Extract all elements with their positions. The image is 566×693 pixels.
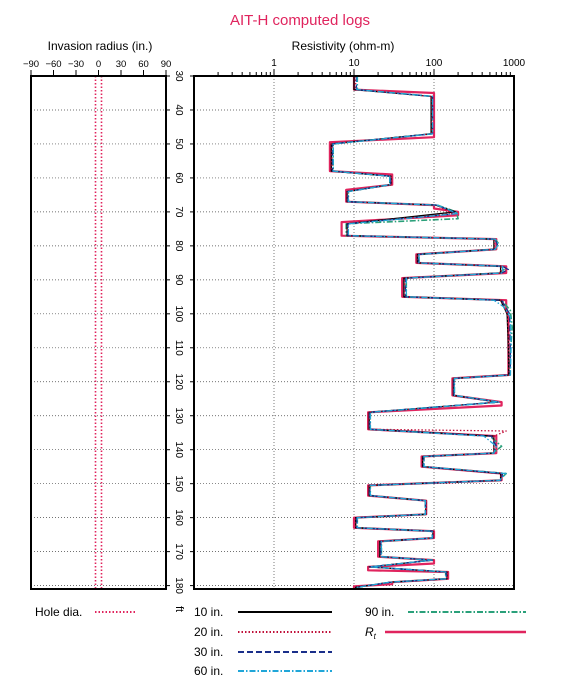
legend-label: 60 in.	[194, 664, 223, 678]
legend-item: 20 in.	[194, 625, 332, 639]
resistivity-plot-frame	[193, 75, 515, 590]
depth-tick-label: 180	[173, 577, 184, 594]
legend-item: 60 in.	[194, 664, 332, 678]
legend-item: 30 in.	[194, 645, 332, 659]
legend-label: 20 in.	[194, 625, 223, 639]
x-tick-label: 60	[138, 59, 149, 70]
legend-label: 10 in.	[194, 605, 223, 619]
invasion-radius-series	[94, 76, 103, 589]
depth-tick-label: 60	[173, 172, 184, 184]
x-tick-label: 90	[161, 59, 172, 70]
depth-tick-label: 110	[173, 340, 184, 356]
depth-tick-label: 80	[173, 240, 184, 252]
series-10-in-line	[330, 76, 510, 589]
x-tick-label: 1000	[503, 58, 526, 69]
depth-tick-label: 170	[173, 543, 184, 560]
series-60-in-line	[332, 76, 512, 589]
depth-tick-label: 120	[173, 373, 184, 390]
x-tick-label: 1	[271, 58, 277, 69]
x-tick-label: −60	[45, 59, 61, 70]
invasion-radius-plot-frame	[30, 75, 167, 590]
invasion-radius-grid	[31, 75, 166, 586]
depth-tick-label: 140	[173, 441, 184, 458]
legend-item: Rt	[365, 625, 526, 641]
resistivity-axis-title: Resistivity (ohm-m)	[292, 39, 395, 53]
depth-tick-label: 130	[173, 407, 184, 424]
depth-tick-label: 90	[173, 274, 184, 286]
invasion-radius-panel: Invasion radius (in.) −90 −60 −30 0 30 60 90	[23, 39, 171, 590]
depth-axis-labels: 30 40 50 60 70 80 90 100 110 120 130 140 150 160 170 18…	[166, 70, 194, 594]
series-rt-line	[328, 76, 510, 589]
depth-tick-label: 50	[173, 138, 184, 150]
legend-label: Hole dia.	[35, 605, 82, 619]
figure-title: AIT-H computed logs	[230, 12, 370, 29]
x-tick-label: −30	[68, 59, 84, 70]
legend-label: 30 in.	[194, 645, 223, 659]
legend-item: 90 in.	[365, 605, 526, 619]
resistivity-series	[328, 76, 514, 589]
legend-item: Hole dia.	[35, 605, 135, 619]
legend-label: Rt	[365, 625, 377, 641]
x-tick-label: 10	[348, 58, 360, 69]
depth-unit-label: ft	[173, 606, 185, 612]
series-90-in-line	[332, 76, 514, 589]
legend-item: 10 in.	[194, 605, 332, 619]
series-30-in-line	[331, 76, 511, 589]
legend-label: 90 in.	[365, 605, 394, 619]
x-tick-label: 30	[116, 59, 127, 70]
invasion-radius-axis-title: Invasion radius (in.)	[48, 39, 153, 53]
depth-tick-label: 40	[173, 104, 184, 116]
depth-tick-label: 160	[173, 509, 184, 526]
depth-tick-label: 30	[173, 70, 184, 82]
depth-tick-label: 150	[173, 475, 184, 492]
x-tick-label: 0	[96, 59, 101, 70]
resistivity-panel: Resistivity (ohm-m) 1 10 100 1000	[193, 39, 526, 590]
x-tick-label: −90	[23, 59, 39, 70]
series-20-in-line	[331, 76, 510, 589]
legend: Hole dia. 10 in. 20 in. 30 in. 60 in. 90 in. R…	[35, 605, 526, 678]
resistivity-grid	[194, 75, 514, 589]
x-tick-label: 100	[426, 58, 443, 69]
invasion-radius-x-ticks: −90 −60 −30 0 30 60 90	[23, 59, 171, 76]
resistivity-x-ticks: 1 10 100 1000	[217, 58, 526, 76]
depth-tick-label: 70	[173, 206, 184, 218]
depth-tick-label: 100	[173, 305, 184, 322]
